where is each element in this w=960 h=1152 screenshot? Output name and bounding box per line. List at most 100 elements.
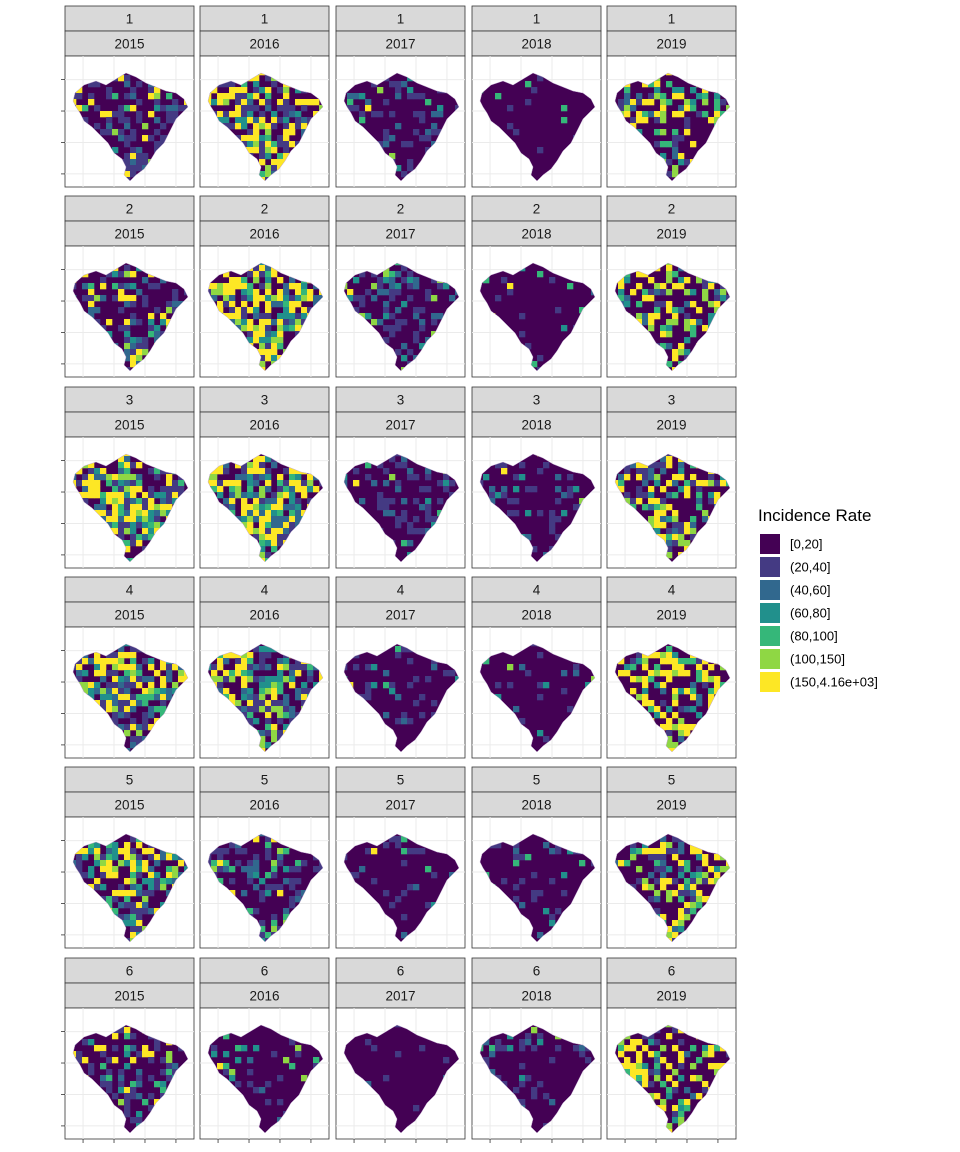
country-outline — [343, 262, 460, 372]
facet-strip-year-label: 2019 — [656, 418, 686, 433]
facet-panel: 3 2016 — [199, 386, 330, 569]
facet-strip-row-label: 3 — [533, 393, 541, 408]
facet-strip-year-label: 2016 — [249, 608, 279, 623]
country-outline — [72, 833, 189, 943]
facet-panel: 6 2019 — [606, 957, 737, 1143]
facet-strip-row-label: 5 — [533, 773, 541, 788]
facet-strip-row — [64, 5, 195, 32]
facet-panel: 5 2016 — [199, 766, 330, 949]
facet-strip-year — [199, 982, 330, 1009]
facet-strip-row — [335, 576, 466, 603]
facet-strip-row — [606, 576, 737, 603]
facet-strip-year — [606, 982, 737, 1009]
facet-strip-row — [199, 576, 330, 603]
facet-strip-row — [64, 386, 195, 413]
facet-strip-year-label: 2019 — [656, 798, 686, 813]
facet-panel: 6 2017 — [335, 957, 466, 1143]
legend-items: [0,20] (20,40] (40,60] (60,80] (80,100] (100,… — [760, 534, 878, 692]
facet-panel: 1 2018 — [471, 5, 602, 188]
facet-panel: 3 2018 — [471, 386, 602, 569]
facet-strip-row-label: 1 — [668, 12, 676, 27]
country-outline — [343, 643, 460, 753]
country-outline — [614, 1024, 731, 1134]
country-outline — [479, 1024, 596, 1134]
facet-panel: 4 2018 — [471, 576, 602, 759]
legend-label: (20,40] — [790, 560, 830, 575]
facet-panel: 6 2016 — [199, 957, 330, 1143]
facet-strip-row-label: 4 — [397, 583, 405, 598]
facet-strip-year-label: 2018 — [521, 418, 551, 433]
facet-strip-row — [199, 195, 330, 222]
facet-panel: 2 2018 — [471, 195, 602, 378]
facet-strip-year — [335, 791, 466, 818]
facet-strip-year — [606, 30, 737, 57]
legend-key — [760, 649, 780, 669]
facet-strip-row — [335, 386, 466, 413]
country-outline — [72, 1024, 189, 1134]
facet-strip-year — [64, 30, 195, 57]
facet-panel: 5 2018 — [471, 766, 602, 949]
facet-strip-row — [199, 766, 330, 793]
country-outline — [207, 833, 324, 943]
facet-strip-row — [606, 766, 737, 793]
facet-panel: 3 2017 — [335, 386, 466, 569]
legend-label: [0,20] — [790, 537, 823, 552]
country-outline — [614, 453, 731, 563]
country-outline — [72, 453, 189, 563]
facet-strip-row-label: 6 — [397, 964, 405, 979]
facet-strip-row — [335, 195, 466, 222]
facet-strip-year-label: 2018 — [521, 227, 551, 242]
facet-strip-year-label: 2018 — [521, 989, 551, 1004]
brazil-map — [207, 453, 324, 563]
country-outline — [207, 643, 324, 753]
facet-strip-row-label: 2 — [533, 202, 541, 217]
facet-strip-row — [471, 766, 602, 793]
country-outline — [343, 453, 460, 563]
facet-strip-year — [199, 411, 330, 438]
legend-key — [760, 626, 780, 646]
facet-strip-year — [64, 601, 195, 628]
facet-strip-year-label: 2015 — [114, 418, 144, 433]
facet-strip-year — [335, 30, 466, 57]
country-outline — [614, 262, 731, 372]
facet-strip-row-label: 5 — [397, 773, 405, 788]
country-outline — [479, 833, 596, 943]
country-outline — [479, 72, 596, 182]
facet-strip-year-label: 2017 — [385, 989, 415, 1004]
facet-panel: 5 2015 — [61, 766, 195, 949]
facet-strip-row-label: 6 — [261, 964, 269, 979]
country-outline — [614, 833, 731, 943]
facet-strip-row-label: 4 — [668, 583, 676, 598]
facet-panel: 5 2017 — [335, 766, 466, 949]
facet-strip-year-label: 2019 — [656, 989, 686, 1004]
facet-strip-year — [471, 220, 602, 247]
facet-strip-row-label: 6 — [533, 964, 541, 979]
facet-panel: 1 2015 — [61, 5, 195, 188]
legend-label: (40,60] — [790, 583, 830, 598]
facet-strip-year — [335, 411, 466, 438]
facet-strip-row-label: 1 — [261, 12, 269, 27]
facet-strip-row — [199, 5, 330, 32]
facet-strip-row-label: 2 — [397, 202, 405, 217]
facet-panel: 1 2019 — [606, 5, 737, 188]
facet-strip-year — [471, 791, 602, 818]
facet-strip-year — [471, 982, 602, 1009]
facet-strip-year — [64, 411, 195, 438]
facet-strip-year-label: 2015 — [114, 37, 144, 52]
facet-strip-row-label: 3 — [397, 393, 405, 408]
facet-strip-row-label: 2 — [261, 202, 269, 217]
facet-strip-year-label: 2016 — [249, 418, 279, 433]
country-outline — [343, 72, 460, 182]
facet-strip-row-label: 5 — [668, 773, 676, 788]
facet-panel: 6 2015 — [61, 957, 195, 1143]
legend-label: (100,150] — [790, 652, 845, 667]
facet-strip-row — [199, 957, 330, 984]
facet-strip-row — [471, 5, 602, 32]
facet-strip-row-label: 1 — [533, 12, 541, 27]
facet-strip-row — [471, 576, 602, 603]
facet-strip-row — [471, 957, 602, 984]
legend: Incidence Rate [0,20] (20,40] (40,60] (60,8… — [758, 506, 878, 692]
facet-strip-row — [64, 766, 195, 793]
facet-strip-row — [606, 195, 737, 222]
facet-strip-year-label: 2019 — [656, 608, 686, 623]
